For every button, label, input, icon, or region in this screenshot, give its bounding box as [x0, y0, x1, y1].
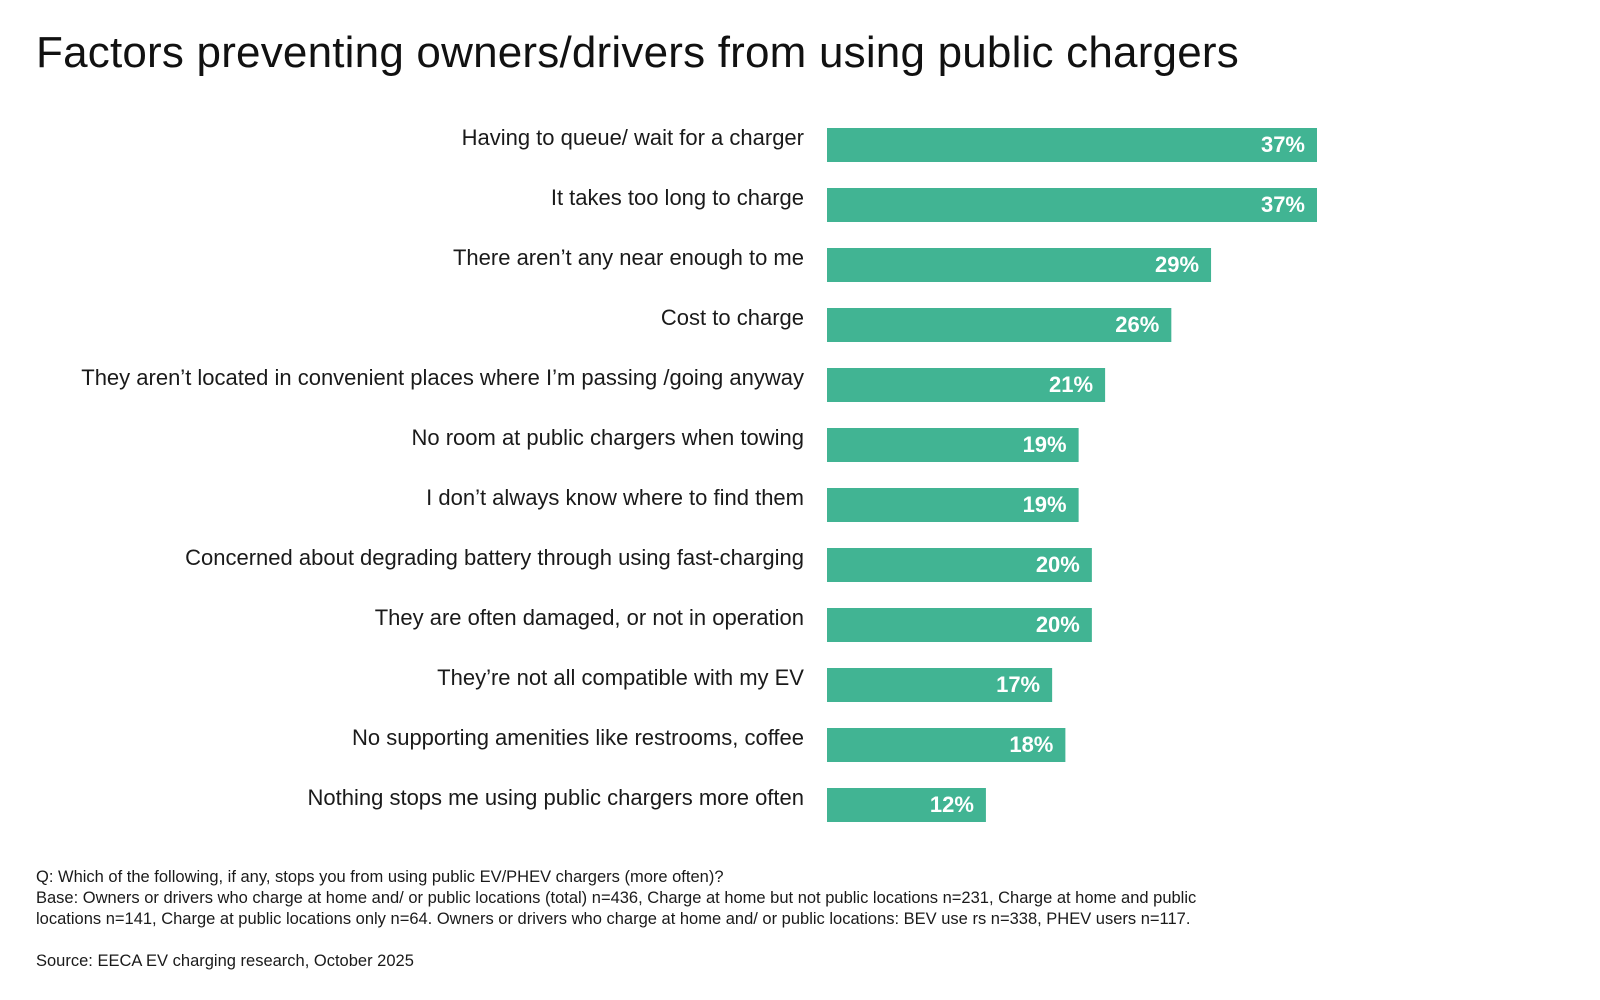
- bar-value-label: 12%: [930, 792, 974, 817]
- category-label: They aren’t located in convenient places…: [81, 365, 804, 390]
- category-label: No room at public chargers when towing: [411, 425, 804, 450]
- bar: [827, 548, 1092, 582]
- bar: [827, 788, 986, 822]
- bar-value-label: 17%: [996, 672, 1040, 697]
- category-label: No supporting amenities like restrooms, …: [352, 725, 804, 750]
- bar-value-label: 26%: [1115, 312, 1159, 337]
- bar-value-label: 21%: [1049, 372, 1093, 397]
- bar: [827, 308, 1172, 342]
- bar: [827, 608, 1092, 642]
- bar: [827, 368, 1106, 402]
- bar-value-label: 37%: [1261, 192, 1305, 217]
- category-label: Nothing stops me using public chargers m…: [308, 785, 804, 810]
- bar-value-label: 20%: [1036, 552, 1080, 577]
- category-label: It takes too long to charge: [551, 185, 804, 210]
- base-note-line-2: locations n=141, Charge at public locati…: [36, 910, 1191, 928]
- bar: [827, 128, 1317, 162]
- bar-chart: Having to queue/ wait for a charger 37% It…: [81, 125, 1317, 822]
- category-label: There aren’t any near enough to me: [453, 245, 804, 270]
- chart-title: Factors preventing owners/drivers from u…: [36, 28, 1239, 77]
- bar-value-label: 37%: [1261, 132, 1305, 157]
- chart-notes: Q: Which of the following, if any, stops…: [36, 867, 1286, 930]
- bar-value-label: 19%: [1023, 492, 1067, 517]
- category-label: They’re not all compatible with my EV: [437, 665, 804, 690]
- bar-value-label: 20%: [1036, 612, 1080, 637]
- category-label: Cost to charge: [661, 305, 804, 330]
- bar: [827, 728, 1066, 762]
- bar: [827, 668, 1053, 702]
- category-label: Having to queue/ wait for a charger: [462, 125, 804, 150]
- category-label: Concerned about degrading battery throug…: [185, 545, 804, 570]
- question-note: Q: Which of the following, if any, stops…: [36, 868, 724, 886]
- bar-value-label: 29%: [1155, 252, 1199, 277]
- bar: [827, 248, 1212, 282]
- source-note: Source: EECA EV charging research, Octob…: [36, 952, 414, 970]
- bar: [827, 488, 1079, 522]
- bar-value-label: 19%: [1023, 432, 1067, 457]
- bar: [827, 188, 1317, 222]
- bar: [827, 428, 1079, 462]
- category-label: I don’t always know where to find them: [426, 485, 804, 510]
- bar-value-label: 18%: [1009, 732, 1053, 757]
- category-label: They are often damaged, or not in operat…: [375, 605, 804, 630]
- base-note-line-1: Base: Owners or drivers who charge at ho…: [36, 889, 1197, 907]
